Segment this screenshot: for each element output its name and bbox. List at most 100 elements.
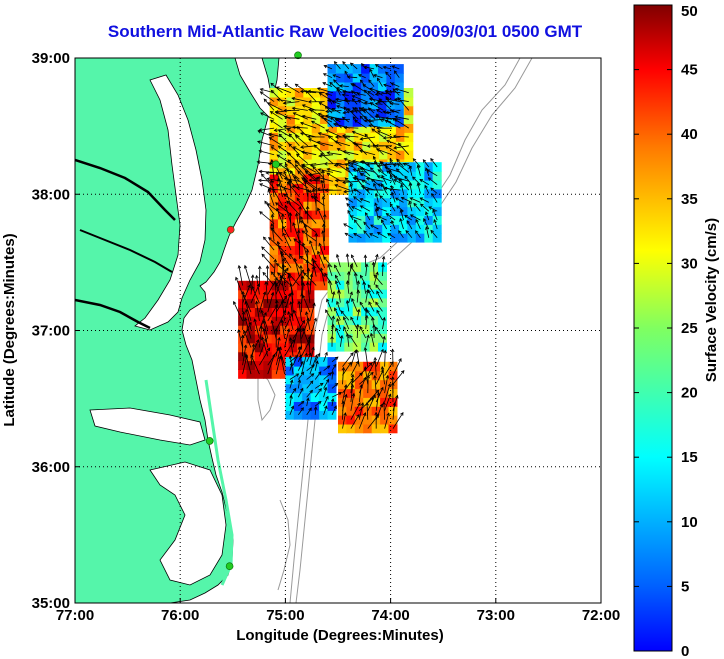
velocity-arrowhead: [377, 130, 381, 134]
velocity-arrow: [373, 156, 379, 168]
velocity-arrowhead: [300, 269, 304, 274]
velocity-arrow: [377, 232, 387, 239]
velocity-arrowhead: [390, 82, 395, 86]
velocity-arrowhead: [285, 267, 289, 272]
velocity-arrowhead: [283, 108, 287, 113]
velocity-arrowhead: [333, 61, 338, 65]
velocity-arrowhead: [251, 343, 256, 348]
velocity-arrowhead: [408, 182, 413, 187]
velocity-arrow: [313, 260, 325, 277]
velocity-arrow: [346, 203, 354, 212]
velocity-arrow: [334, 264, 341, 277]
velocity-cell: [348, 171, 358, 181]
velocity-cell: [353, 150, 363, 160]
velocity-arrowhead: [284, 204, 288, 209]
velocity-arrowhead: [316, 187, 321, 191]
velocity-arrow: [365, 264, 368, 277]
velocity-arrowhead: [276, 154, 281, 158]
velocity-arrowhead: [374, 207, 379, 212]
velocity-arrow: [332, 100, 341, 105]
velocity-arrow: [283, 264, 285, 286]
velocity-arrowhead: [362, 185, 366, 190]
velocity-arrowhead: [318, 242, 322, 247]
velocity-arrow: [322, 82, 333, 87]
velocity-arrowhead: [344, 97, 349, 101]
velocity-arrowhead: [298, 205, 302, 210]
velocity-arrow: [297, 354, 302, 362]
velocity-cell: [269, 236, 279, 246]
velocity-cell: [365, 206, 375, 216]
velocity-arrow: [323, 405, 327, 416]
velocity-arrow: [367, 360, 376, 376]
velocity-cell: [278, 201, 287, 211]
velocity-arrowhead: [350, 352, 354, 356]
velocity-arrow: [385, 167, 401, 173]
velocity-arrow: [395, 88, 409, 94]
velocity-arrow: [384, 361, 394, 376]
velocity-arrowhead: [381, 255, 386, 260]
velocity-arrow: [354, 175, 362, 185]
velocity-arrowhead: [284, 162, 288, 167]
velocity-arrowhead: [266, 347, 271, 352]
velocity-arrow: [260, 88, 275, 94]
velocity-arrow: [351, 162, 362, 168]
velocity-arrowhead: [426, 169, 431, 173]
velocity-cell: [356, 197, 366, 208]
velocity-arrow: [261, 246, 275, 260]
velocity-cell: [363, 415, 373, 425]
velocity-cell: [294, 141, 304, 151]
velocity-arrowhead: [419, 203, 424, 208]
velocity-cell: [379, 132, 388, 142]
velocity-arrow: [276, 172, 283, 189]
velocity-arrowhead: [359, 205, 364, 209]
velocity-arrow: [334, 184, 351, 191]
velocity-cell: [382, 188, 392, 199]
velocity-arrowhead: [344, 232, 349, 237]
velocity-cell: [303, 167, 313, 178]
velocity-cell: [263, 316, 273, 326]
velocity-arrowhead: [351, 298, 355, 302]
velocity-arrowhead: [300, 387, 304, 392]
velocity-arrowhead: [359, 325, 363, 330]
velocity-cell: [335, 306, 345, 317]
velocity-cell: [320, 132, 330, 142]
velocity-arrowhead: [284, 83, 288, 87]
velocity-cell: [356, 233, 366, 243]
velocity-cell: [327, 73, 337, 83]
velocity-arrow: [301, 282, 304, 304]
velocity-cell: [305, 333, 315, 344]
velocity-arrow: [296, 153, 309, 164]
velocity-arrow: [304, 180, 317, 191]
velocity-arrow: [250, 355, 260, 375]
velocity-arrowhead: [358, 107, 363, 111]
velocity-arrowhead: [258, 149, 263, 154]
velocity-arrowhead: [395, 168, 400, 172]
velocity-arrowhead: [353, 188, 357, 192]
velocity-arrow: [314, 401, 322, 407]
velocity-arrowhead: [295, 373, 300, 377]
velocity-cell: [302, 374, 312, 385]
velocity-arrow: [289, 395, 292, 407]
velocity-arrow: [306, 373, 314, 380]
velocity-cell: [407, 215, 417, 225]
velocity-arrowhead: [363, 254, 368, 259]
velocity-arrow: [257, 130, 275, 138]
velocity-arrowhead: [334, 274, 339, 279]
velocity-arrowhead: [268, 237, 272, 241]
velocity-arrow: [376, 310, 383, 321]
velocity-arrowhead: [363, 346, 368, 351]
velocity-arrow: [392, 370, 405, 385]
velocity-arrowhead: [268, 137, 273, 141]
velocity-arrow: [235, 277, 243, 295]
velocity-arrow: [311, 120, 325, 129]
velocity-arrow: [351, 206, 362, 212]
velocity-arrowhead: [368, 301, 372, 305]
velocity-arrowhead: [366, 144, 371, 148]
velocity-cell: [286, 88, 296, 98]
velocity-cell: [254, 298, 264, 308]
velocity-arrowhead: [385, 212, 390, 217]
velocity-arrowhead: [301, 230, 306, 234]
velocity-cell: [254, 316, 264, 326]
velocity-arrowhead: [390, 348, 395, 353]
velocity-arrowhead: [342, 61, 346, 65]
